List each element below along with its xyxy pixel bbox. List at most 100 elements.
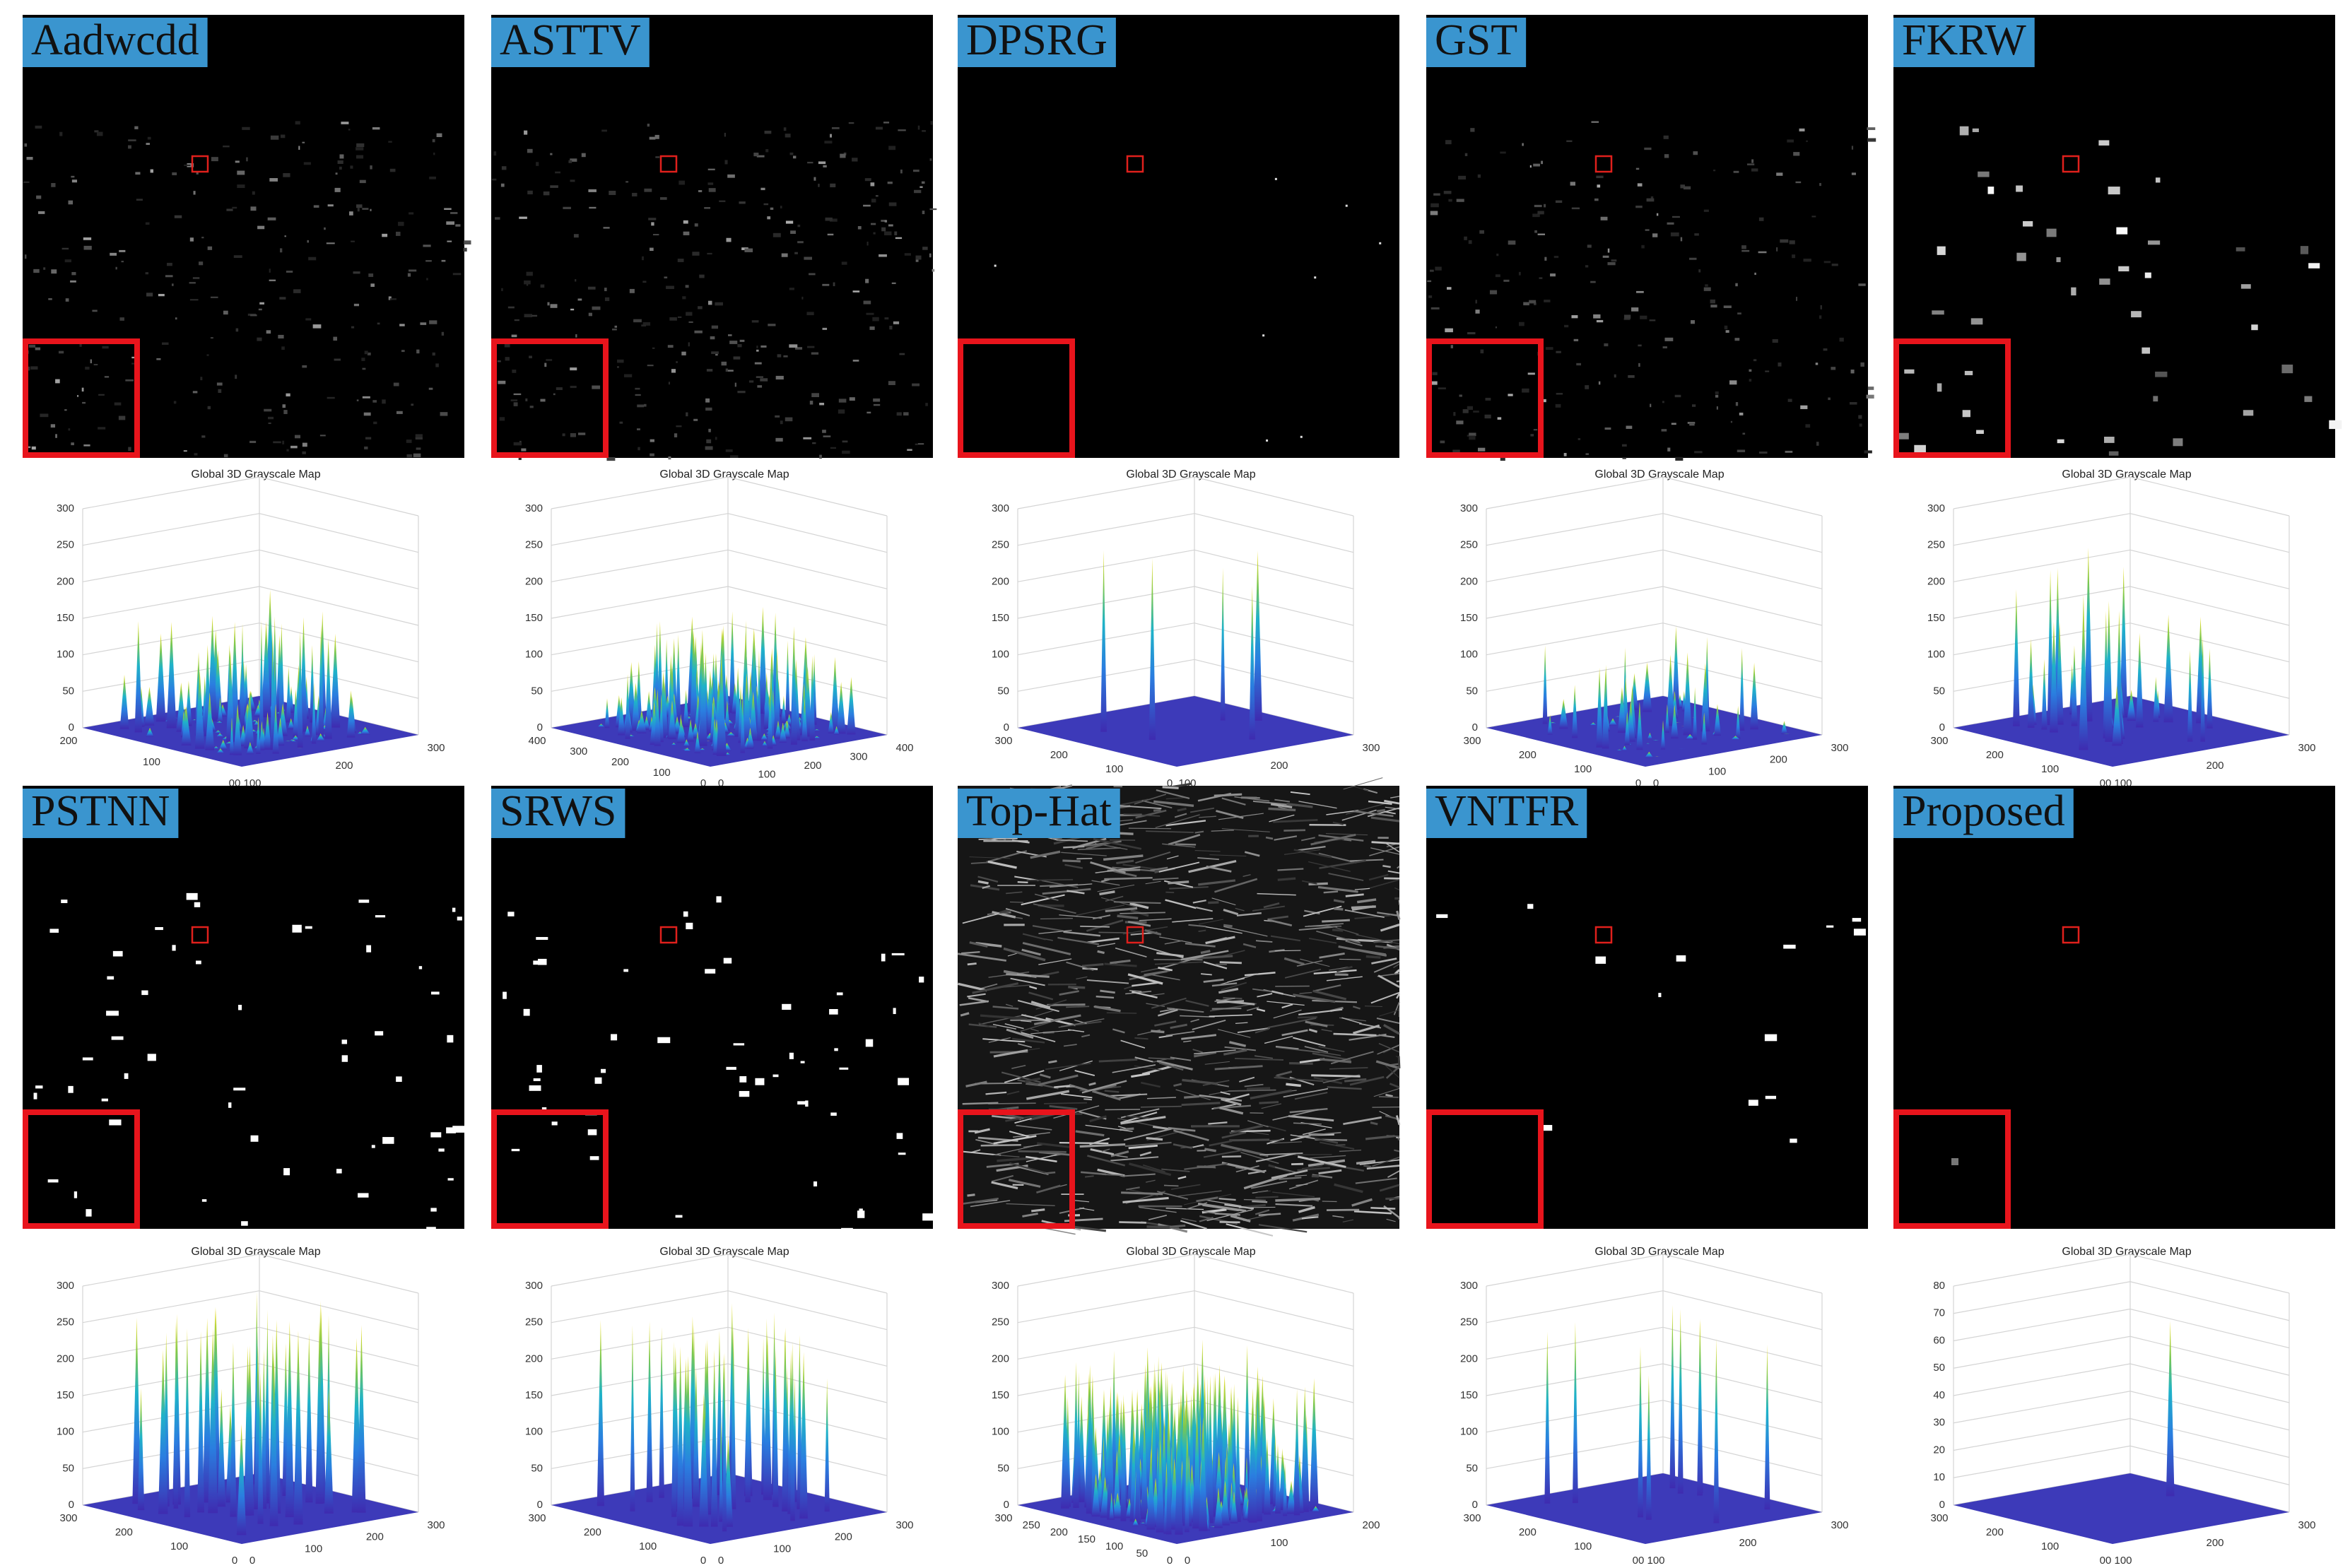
speckle — [2155, 371, 2168, 377]
speckle — [102, 346, 109, 349]
speckle — [273, 441, 281, 444]
texture-stroke — [1351, 1198, 1373, 1207]
texture-stroke — [1209, 1090, 1230, 1095]
speckle — [767, 216, 771, 220]
grid-line — [2129, 1363, 2290, 1403]
texture-stroke — [962, 913, 999, 924]
texture-stroke — [1170, 1056, 1192, 1061]
spike — [1572, 1321, 1578, 1504]
speckle — [70, 280, 76, 283]
texture-stroke — [1308, 938, 1337, 944]
texture-stroke — [1031, 1208, 1045, 1213]
speckle — [652, 347, 655, 349]
speckle — [339, 154, 344, 159]
texture-stroke — [1267, 919, 1293, 927]
texture-stroke — [1294, 1174, 1308, 1177]
zoom-inset — [958, 338, 1075, 458]
speckle — [1831, 367, 1836, 370]
floor-tick-label: 200 — [1986, 749, 2004, 761]
spike — [2166, 1321, 2175, 1497]
speckle — [31, 446, 36, 450]
texture-stroke — [1104, 1090, 1120, 1093]
speckle — [570, 308, 575, 311]
speckle — [396, 411, 403, 414]
blob — [859, 1208, 863, 1217]
speckle — [64, 409, 67, 411]
speckle — [1914, 444, 1926, 453]
speckle — [1785, 450, 1793, 453]
speckle — [377, 322, 380, 325]
texture-stroke — [972, 982, 1019, 994]
blob — [426, 1227, 436, 1233]
texture-stroke — [1244, 972, 1276, 977]
speckle — [1867, 138, 1876, 142]
spike — [1638, 1346, 1644, 1518]
speckle — [1806, 140, 1808, 142]
floor-tick-label: 0 — [1167, 777, 1173, 789]
texture-stroke — [1235, 907, 1245, 912]
speckle — [290, 445, 298, 449]
z-tick-label: 50 — [1933, 1362, 1945, 1374]
texture-stroke — [1003, 947, 1046, 962]
speckle — [644, 188, 652, 192]
speckle — [1555, 403, 1561, 408]
spike — [257, 1372, 264, 1524]
z-tick-label: 200 — [992, 575, 1009, 587]
texture-stroke — [1370, 847, 1400, 855]
speckle — [283, 173, 290, 177]
texture-stroke — [1064, 863, 1083, 869]
spike — [173, 1321, 179, 1509]
spike — [304, 725, 311, 737]
spike — [692, 1366, 700, 1507]
blob — [739, 1090, 750, 1097]
speckle — [641, 324, 647, 327]
target-box — [659, 926, 678, 944]
texture-stroke — [1274, 798, 1291, 803]
texture-stroke — [1158, 967, 1173, 972]
texture-stroke — [988, 1037, 1011, 1043]
method-label: Proposed — [1902, 787, 2065, 835]
texture-stroke — [1063, 845, 1085, 849]
speckle — [367, 352, 371, 355]
grid-line — [1662, 549, 1823, 589]
speckle — [1452, 449, 1460, 454]
floor-tick-label: 300 — [1831, 742, 1848, 754]
speckle — [1564, 324, 1569, 328]
speckle — [1959, 126, 1969, 136]
speckle — [1555, 200, 1563, 204]
texture-stroke — [1271, 990, 1283, 995]
speckle — [790, 230, 796, 234]
texture-stroke — [1192, 1049, 1203, 1054]
speckle — [655, 156, 660, 158]
speckle — [606, 456, 616, 461]
blob — [789, 1052, 794, 1059]
speckle — [873, 232, 876, 235]
spike — [1165, 1413, 1172, 1535]
speckle — [1602, 255, 1609, 258]
blob — [109, 1119, 122, 1126]
speckle — [339, 166, 342, 170]
speckle — [1772, 338, 1778, 343]
texture-stroke — [1077, 847, 1121, 851]
floor-tick-label: 200 — [584, 1526, 601, 1538]
speckle — [694, 330, 703, 334]
spike — [1109, 1492, 1115, 1520]
speckle — [1518, 271, 1521, 276]
texture-stroke — [1329, 1067, 1368, 1070]
texture-stroke — [1332, 821, 1344, 825]
z-tick-label: 100 — [1927, 649, 1945, 661]
spike — [246, 690, 256, 711]
floor-tick-label: 300 — [2298, 1519, 2315, 1531]
blob — [305, 926, 312, 929]
texture-stroke — [1290, 1134, 1315, 1140]
texture-stroke — [1247, 1087, 1271, 1090]
floor-tick-label: 100 — [1574, 1540, 1592, 1552]
speckle — [280, 134, 286, 138]
texture-stroke — [1274, 1076, 1324, 1083]
texture-stroke — [1364, 1006, 1382, 1008]
texture-stroke — [1209, 1014, 1252, 1018]
texture-stroke — [1242, 943, 1257, 948]
spike — [1264, 1437, 1271, 1515]
grid-line — [2129, 1445, 2290, 1485]
grid-line — [727, 1254, 888, 1294]
